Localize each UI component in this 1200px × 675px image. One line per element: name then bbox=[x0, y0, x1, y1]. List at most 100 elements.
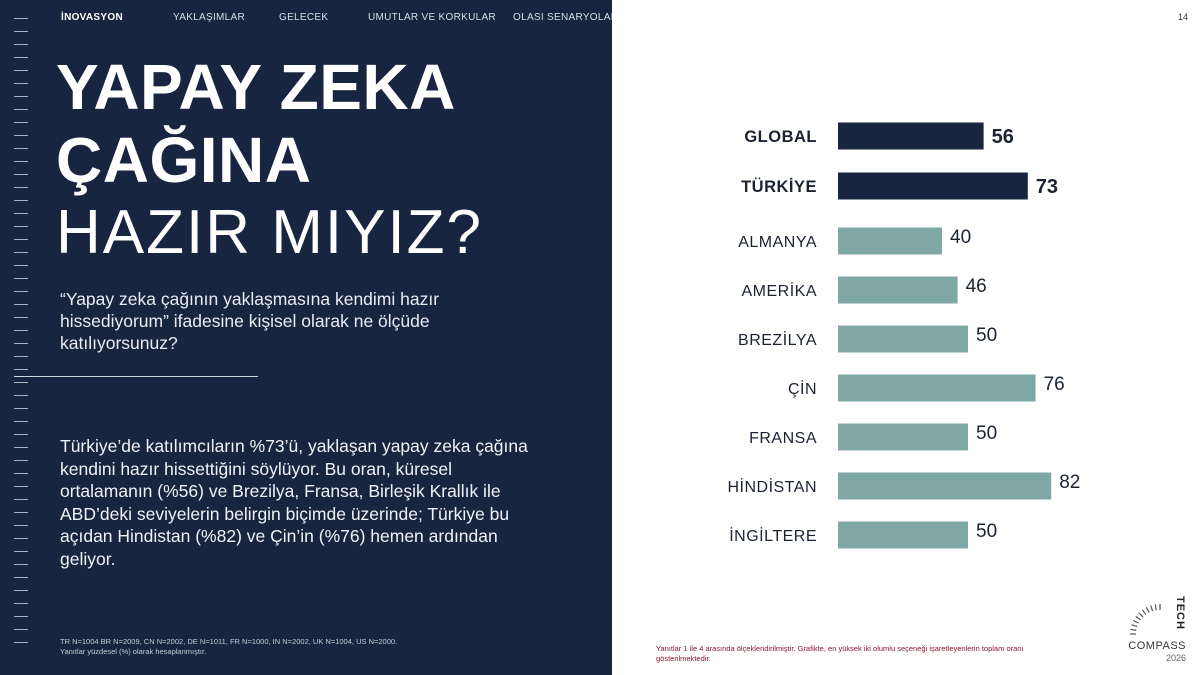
bar-0 bbox=[838, 122, 984, 150]
compass-arc-tick bbox=[1135, 615, 1141, 621]
compass-arc-tick bbox=[1132, 619, 1139, 624]
ruler-tick bbox=[14, 57, 28, 58]
divider bbox=[14, 376, 258, 377]
compass-arc-tick bbox=[1145, 606, 1150, 613]
value-label: 50 bbox=[976, 325, 997, 346]
compass-arc-tick bbox=[1130, 628, 1137, 631]
ruler-tick bbox=[14, 213, 28, 214]
ruler-tick bbox=[14, 304, 28, 305]
ruler-tick bbox=[14, 83, 28, 84]
ruler-tick bbox=[14, 564, 28, 565]
compass-arc-tick bbox=[1154, 604, 1157, 611]
title-line-2: ÇAĞINA bbox=[56, 124, 312, 196]
compass-arc-icon bbox=[1130, 604, 1161, 635]
ruler-tick bbox=[14, 499, 28, 500]
ruler-tick bbox=[14, 317, 28, 318]
ruler-tick bbox=[14, 473, 28, 474]
ruler-tick bbox=[14, 70, 28, 71]
side-ruler bbox=[14, 18, 28, 658]
ruler-tick bbox=[14, 161, 28, 162]
ruler-tick bbox=[14, 278, 28, 279]
category-label: İNGİLTERE bbox=[729, 526, 817, 545]
ruler-tick bbox=[14, 577, 28, 578]
ruler-tick bbox=[14, 135, 28, 136]
nav-item-inovasyon[interactable]: İNOVASYON bbox=[61, 12, 123, 23]
body-paragraph: Türkiye’de katılımcıların %73’ü, yaklaşa… bbox=[60, 436, 528, 569]
category-label: GLOBAL bbox=[744, 128, 817, 146]
category-label: AMERİKA bbox=[741, 281, 817, 300]
category-label: TÜRKİYE bbox=[741, 177, 817, 196]
ruler-tick bbox=[14, 174, 28, 175]
bar-7 bbox=[838, 472, 1052, 500]
bar-1 bbox=[838, 172, 1028, 200]
title-line-3: HAZIR MIYIZ? bbox=[56, 198, 484, 267]
category-label: ALMANYA bbox=[738, 234, 817, 251]
ruler-tick bbox=[14, 408, 28, 409]
compass-arc-tick bbox=[1138, 612, 1144, 618]
ruler-tick bbox=[14, 122, 28, 123]
ruler-tick bbox=[14, 252, 28, 253]
ruler-tick bbox=[14, 226, 28, 227]
bar-6 bbox=[838, 423, 968, 451]
ruler-tick bbox=[14, 525, 28, 526]
ruler-tick bbox=[14, 460, 28, 461]
ruler-tick bbox=[14, 590, 28, 591]
ruler-tick bbox=[14, 356, 28, 357]
ruler-tick bbox=[14, 239, 28, 240]
ruler-tick bbox=[14, 486, 28, 487]
bar-3 bbox=[838, 276, 958, 304]
ruler-tick bbox=[14, 603, 28, 604]
logo-tech: TECH bbox=[1174, 596, 1186, 630]
ruler-tick bbox=[14, 265, 28, 266]
value-label: 76 bbox=[1044, 374, 1065, 395]
bar-4 bbox=[838, 325, 968, 353]
ruler-tick bbox=[14, 395, 28, 396]
ruler-tick bbox=[14, 512, 28, 513]
ruler-tick bbox=[14, 538, 28, 539]
page-number: 14 bbox=[1177, 12, 1188, 22]
value-label: 40 bbox=[950, 227, 971, 248]
compass-arc-tick bbox=[1141, 609, 1147, 615]
ruler-tick bbox=[14, 369, 28, 370]
title-line-1: YAPAY ZEKA bbox=[56, 51, 456, 123]
ruler-tick bbox=[14, 31, 28, 32]
value-label: 50 bbox=[976, 423, 997, 444]
right-panel: 14 GLOBAL 56 TÜRKİYE 73 ALMANYA 40 AMERİKA 46 BR… bbox=[612, 0, 1200, 675]
value-label: 46 bbox=[966, 276, 987, 297]
bar-8 bbox=[838, 521, 968, 549]
bar-5 bbox=[838, 374, 1036, 402]
ruler-tick bbox=[14, 291, 28, 292]
tech-compass-logo: TECH COMPASS 2026 bbox=[1116, 590, 1186, 670]
ruler-tick bbox=[14, 343, 28, 344]
bar-chart: GLOBAL 56 TÜRKİYE 73 ALMANYA 40 AMERİKA 46 BREZİ… bbox=[727, 122, 1080, 549]
ruler-tick bbox=[14, 109, 28, 110]
ruler-tick bbox=[14, 200, 28, 201]
sample-footnote: TR N=1004 BR N=2009, CN N=2002, DE N=101… bbox=[60, 637, 580, 657]
nav-item-olasi-senaryolar[interactable]: OLASI SENARYOLAR bbox=[513, 12, 619, 23]
category-label: BREZİLYA bbox=[738, 330, 817, 349]
bar-2 bbox=[838, 227, 942, 255]
compass-arc-tick bbox=[1150, 605, 1154, 612]
ruler-tick bbox=[14, 44, 28, 45]
survey-question: “Yapay zeka çağının yaklaşmasına kendimi… bbox=[60, 289, 440, 353]
category-label: ÇİN bbox=[788, 379, 817, 398]
nav-item-yaklasimlar[interactable]: YAKLAŞIMLAR bbox=[173, 12, 246, 23]
category-label: HİNDİSTAN bbox=[727, 477, 817, 496]
ruler-tick bbox=[14, 616, 28, 617]
value-label: 50 bbox=[976, 521, 997, 542]
nav-item-gelecek[interactable]: GELECEK bbox=[279, 12, 329, 23]
ruler-tick bbox=[14, 96, 28, 97]
logo-compass: COMPASS bbox=[1128, 640, 1186, 652]
compass-arc-tick bbox=[1131, 624, 1138, 628]
ruler-tick bbox=[14, 382, 28, 383]
value-label: 56 bbox=[992, 126, 1014, 148]
value-label: 73 bbox=[1036, 176, 1058, 198]
ruler-tick bbox=[14, 187, 28, 188]
category-label: FRANSA bbox=[749, 430, 817, 447]
ruler-tick bbox=[14, 629, 28, 630]
logo-year: 2026 bbox=[1165, 653, 1186, 663]
ruler-tick bbox=[14, 18, 28, 19]
ruler-tick bbox=[14, 642, 28, 643]
nav-item-umutlar-ve-korkular[interactable]: UMUTLAR VE KORKULAR bbox=[368, 12, 496, 23]
ruler-tick bbox=[14, 434, 28, 435]
